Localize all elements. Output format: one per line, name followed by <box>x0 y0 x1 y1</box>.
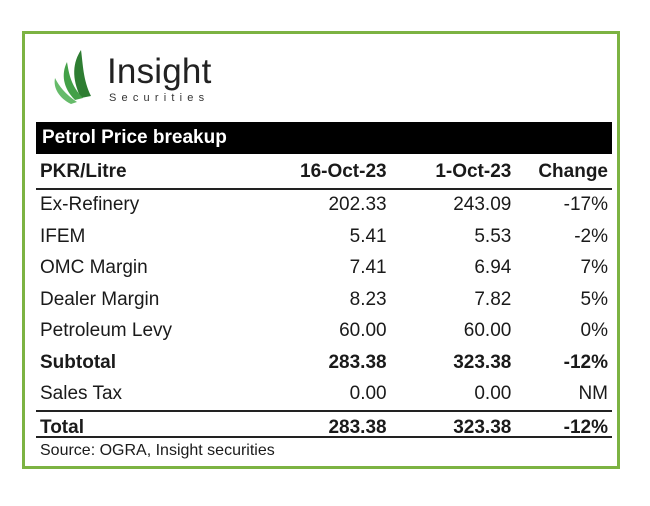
brand-name: Insight <box>107 52 212 91</box>
table-row: Petroleum Levy 60.00 60.00 0% <box>36 316 612 348</box>
table-row: Dealer Margin 8.23 7.82 5% <box>36 284 612 316</box>
row-label: Petroleum Levy <box>40 320 173 342</box>
column-header: 16-Oct-23 <box>300 160 387 182</box>
table-body: Ex-Refinery 202.33 243.09 -17% IFEM 5.41 5.53 -… <box>36 189 612 444</box>
table-row: Total 283.38 323.38 -12% <box>36 411 612 444</box>
row-label: Dealer Margin <box>40 288 160 310</box>
table-header-row: PKR/Litre 16-Oct-23 1-Oct-23 Change <box>36 156 612 189</box>
table-row: Subtotal 283.38 323.38 -12% <box>36 347 612 379</box>
value-16-oct-23: 8.23 <box>349 288 387 310</box>
value-change: 0% <box>580 320 608 342</box>
value-16-oct-23: 202.33 <box>328 194 387 216</box>
value-1-oct-23: 60.00 <box>463 320 512 342</box>
value-1-oct-23: 5.53 <box>474 225 512 247</box>
table-row: IFEM 5.41 5.53 -2% <box>36 221 612 253</box>
value-16-oct-23: 60.00 <box>339 320 387 342</box>
value-change: -17% <box>563 194 608 216</box>
value-change: -12% <box>563 351 608 373</box>
table-card: Insight Securities Petrol Price breakup … <box>22 31 620 469</box>
value-16-oct-23: 283.38 <box>328 416 387 438</box>
table-row: Sales Tax 0.00 0.00 NM <box>36 379 612 412</box>
insight-securities-logo: Insight Securities <box>51 48 251 112</box>
value-change: -12% <box>563 416 608 438</box>
column-header: Change <box>538 160 608 182</box>
value-1-oct-23: 6.94 <box>474 257 512 279</box>
row-label: Total <box>40 416 84 438</box>
value-16-oct-23: 0.00 <box>349 383 387 405</box>
column-header: 1-Oct-23 <box>435 160 512 182</box>
table-row: Ex-Refinery 202.33 243.09 -17% <box>36 189 612 222</box>
value-16-oct-23: 283.38 <box>328 351 387 373</box>
value-1-oct-23: 323.38 <box>453 416 512 438</box>
row-label: IFEM <box>40 225 86 247</box>
brand-subtitle: Securities <box>109 92 210 104</box>
column-header: PKR/Litre <box>40 160 127 182</box>
value-16-oct-23: 5.41 <box>349 225 387 247</box>
value-1-oct-23: 0.00 <box>474 383 512 405</box>
leaf-icon <box>54 50 91 104</box>
value-change: 5% <box>580 288 608 310</box>
value-16-oct-23: 7.41 <box>349 257 387 279</box>
value-1-oct-23: 243.09 <box>453 194 512 216</box>
table-title: Petrol Price breakup <box>36 122 612 154</box>
value-1-oct-23: 7.82 <box>474 288 512 310</box>
row-label: Ex-Refinery <box>40 194 140 216</box>
table-row: OMC Margin 7.41 6.94 7% <box>36 253 612 285</box>
value-1-oct-23: 323.38 <box>453 351 512 373</box>
value-change: 7% <box>580 257 608 279</box>
row-label: OMC Margin <box>40 257 148 279</box>
value-change: NM <box>578 383 608 405</box>
price-breakup-table: PKR/Litre 16-Oct-23 1-Oct-23 Change Ex-R… <box>36 156 612 444</box>
value-change: -2% <box>574 225 608 247</box>
source-note: Source: OGRA, Insight securities <box>36 436 612 462</box>
row-label: Sales Tax <box>40 383 123 405</box>
row-label: Subtotal <box>40 351 116 373</box>
